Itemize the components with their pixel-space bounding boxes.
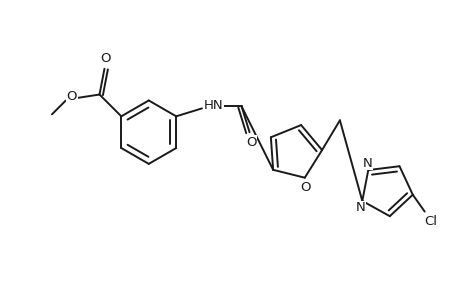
Text: HN: HN [204,99,223,112]
Text: O: O [300,181,310,194]
Text: O: O [67,90,77,103]
Text: O: O [100,52,111,65]
Text: N: N [355,201,364,214]
Text: N: N [362,157,371,169]
Text: O: O [246,136,256,148]
Text: Cl: Cl [423,215,436,228]
